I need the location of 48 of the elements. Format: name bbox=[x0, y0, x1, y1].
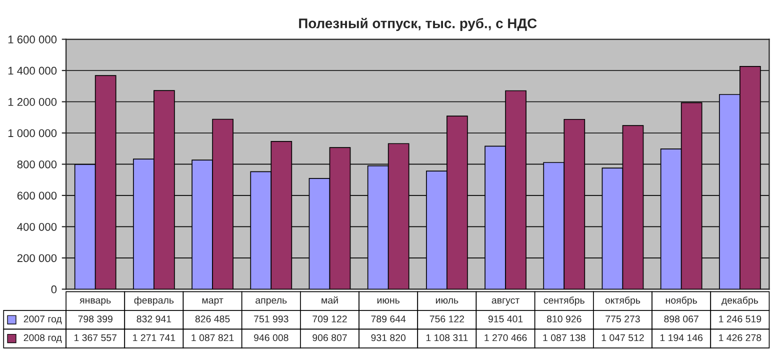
data-label: 1 087 138 bbox=[543, 334, 586, 342]
x-tick-label: август bbox=[492, 298, 520, 306]
data-label: 1 087 821 bbox=[192, 334, 234, 342]
data-label: 931 820 bbox=[371, 334, 406, 342]
data-label: 1 246 519 bbox=[719, 316, 762, 322]
data-label: 1 367 557 bbox=[74, 334, 116, 342]
x-tick-label: апрель bbox=[256, 298, 287, 306]
data-label: 798 399 bbox=[78, 316, 112, 322]
data-label: 1 426 278 bbox=[719, 334, 762, 342]
chart-title: Полезный отпуск, тыс. руб., с НДС bbox=[299, 18, 537, 32]
data-label: 709 122 bbox=[312, 316, 347, 322]
y-tick-label: 1 400 000 bbox=[8, 66, 57, 75]
data-label: 826 485 bbox=[195, 316, 230, 322]
data-label: 775 273 bbox=[606, 316, 640, 322]
x-tick-label: февраль bbox=[134, 296, 174, 306]
data-label: 915 401 bbox=[488, 316, 523, 322]
data-label: 1 108 311 bbox=[426, 334, 468, 342]
y-tick-label: 400 000 bbox=[17, 222, 57, 231]
data-label: 756 122 bbox=[430, 316, 464, 322]
y-tick-label: 200 000 bbox=[17, 254, 57, 262]
data-label: 751 993 bbox=[254, 316, 288, 322]
x-tick-label: октябрь bbox=[605, 296, 640, 306]
data-label: 832 941 bbox=[136, 316, 172, 322]
x-tick-label: май bbox=[322, 296, 338, 304]
data-label: 898 067 bbox=[664, 316, 698, 322]
data-label: 1 270 466 bbox=[484, 334, 527, 342]
y-tick-label: 800 000 bbox=[17, 160, 57, 168]
data-label: 946 008 bbox=[254, 334, 288, 342]
y-tick-label: 0 bbox=[51, 285, 57, 294]
y-tick-label: 1 200 000 bbox=[8, 98, 57, 106]
x-tick-label: сентябрь bbox=[544, 296, 584, 306]
y-tick-label: 1 600 000 bbox=[8, 36, 57, 44]
x-tick-label: ноябрь bbox=[666, 296, 697, 306]
data-label: 1 271 741 bbox=[133, 334, 176, 342]
legend-label: 2007 год bbox=[24, 316, 62, 324]
data-label: 810 926 bbox=[546, 316, 582, 322]
x-tick-label: март bbox=[202, 298, 224, 306]
x-tick-label: декабрь bbox=[722, 296, 758, 306]
x-tick-label: июнь bbox=[377, 298, 400, 304]
y-tick-label: 1 000 000 bbox=[8, 129, 57, 138]
x-tick-label: июль bbox=[436, 298, 458, 304]
y-tick-label: 600 000 bbox=[17, 192, 57, 200]
data-label: 789 644 bbox=[371, 316, 406, 322]
data-label: 1 047 512 bbox=[602, 334, 644, 342]
x-tick-label: январь bbox=[80, 298, 111, 306]
data-label: 906 807 bbox=[312, 334, 347, 342]
data-label: 1 194 146 bbox=[660, 334, 703, 342]
legend-label: 2008 год bbox=[24, 334, 62, 343]
